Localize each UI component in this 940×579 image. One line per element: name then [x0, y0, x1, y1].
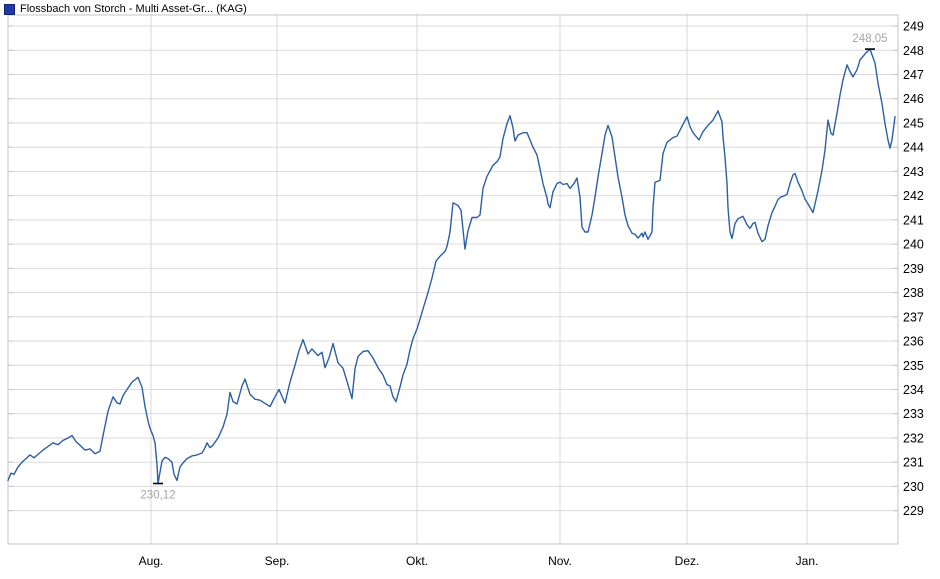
y-axis-label: 249 [903, 20, 924, 34]
y-axis-label: 244 [903, 141, 924, 155]
x-axis-label: Aug. [139, 554, 164, 568]
x-axis-label: Okt. [406, 554, 428, 568]
y-axis-label: 233 [903, 407, 924, 421]
y-axis-label: 232 [903, 431, 924, 445]
plot-frame [7, 14, 899, 545]
max-value-label: 248,05 [852, 33, 887, 45]
y-axis-label: 230 [903, 480, 924, 494]
y-axis-label: 245 [903, 116, 924, 130]
chart-legend: Flossbach von Storch - Multi Asset-Gr...… [4, 3, 247, 16]
y-axis-label: 237 [903, 310, 924, 324]
y-axis-label: 236 [903, 335, 924, 349]
y-axis-label: 239 [903, 262, 924, 276]
x-axis-label: Sep. [265, 554, 290, 568]
y-axis-label: 235 [903, 359, 924, 373]
y-axis-label: 229 [903, 504, 924, 518]
min-value-label: 230,12 [140, 490, 175, 502]
x-axis-label: Nov. [548, 554, 572, 568]
y-axis-label: 234 [903, 383, 924, 397]
legend-color-swatch [4, 4, 15, 15]
x-axis-label: Jan. [796, 554, 819, 568]
y-axis-label: 238 [903, 286, 924, 300]
y-axis-label: 231 [903, 456, 924, 470]
y-axis-label: 248 [903, 44, 924, 58]
x-axis-label: Dez. [675, 554, 700, 568]
y-axis-label: 246 [903, 92, 924, 106]
y-axis-label: 242 [903, 189, 924, 203]
price-series-line [7, 48, 896, 485]
y-axis-label: 247 [903, 68, 924, 82]
y-axis-label: 240 [903, 238, 924, 252]
y-axis-label: 241 [903, 213, 924, 227]
y-axis-label: 243 [903, 165, 924, 179]
legend-fund-name: Flossbach von Storch - Multi Asset-Gr...… [20, 3, 247, 15]
